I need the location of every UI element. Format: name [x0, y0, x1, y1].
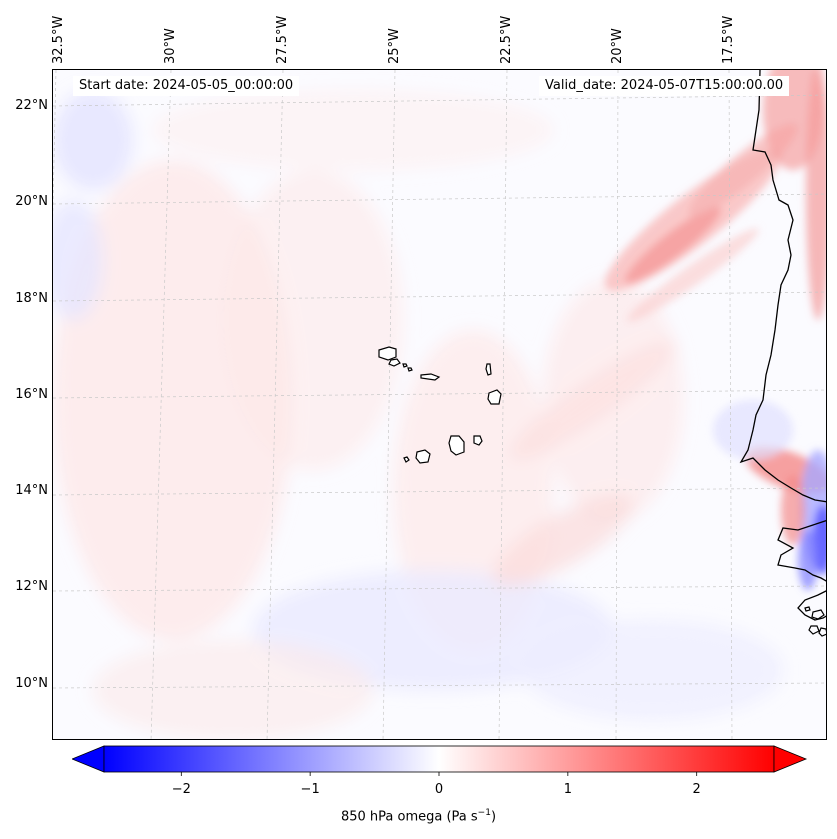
colorbar-title-suffix: )	[490, 809, 497, 825]
senegal-coast	[777, 519, 826, 582]
omega-field-shading	[53, 90, 783, 739]
graticule	[53, 70, 826, 739]
lon-label-20w: 20°W	[610, 28, 625, 64]
lon-label-25w: 25°W	[387, 28, 402, 64]
african-coastline	[739, 70, 826, 503]
guinea-bissau-coast	[797, 590, 826, 621]
map-panel[interactable]	[52, 69, 827, 740]
colorbar-title-exponent: −1	[477, 808, 491, 818]
lat-label-16n: 16°N	[15, 387, 48, 402]
colorbar-tick-label-minus1: −1	[300, 782, 320, 797]
cape-verde-islands	[378, 346, 502, 464]
lon-label-30w: 30°W	[163, 28, 178, 64]
start-date-label: Start date: 2024-05-05_00:00:00	[73, 76, 300, 96]
colorbar-tick-label-1: 1	[563, 782, 572, 797]
lon-label-22.5w: 22.5°W	[499, 15, 514, 64]
lon-label-17.5w: 17.5°W	[721, 15, 736, 64]
lat-label-22n: 22°N	[15, 98, 48, 113]
colorbar-tick-label-0: 0	[434, 782, 444, 797]
colorbar-extend-high	[773, 745, 808, 773]
omega-field-map	[53, 70, 826, 739]
valid-date-label: Valid_date: 2024-05-07T15:00:00.00	[539, 76, 790, 96]
colorbar-extend-low	[72, 745, 105, 773]
colorbar-tick-label-minus2: −2	[171, 782, 191, 797]
lat-label-20n: 20°N	[15, 194, 48, 209]
colorbar-tick-label-2: 2	[692, 782, 701, 797]
lon-label-32.5w: 32.5°W	[51, 15, 66, 64]
colorbar-body	[103, 745, 775, 773]
lat-label-10n: 10°N	[15, 676, 48, 691]
lat-label-12n: 12°N	[15, 579, 48, 594]
colorbar	[72, 745, 808, 776]
lat-label-18n: 18°N	[15, 291, 48, 306]
lat-label-14n: 14°N	[15, 483, 48, 498]
lon-label-27.5w: 27.5°W	[275, 15, 290, 64]
colorbar-title-text: 850 hPa omega (Pa s	[340, 809, 478, 825]
colorbar-title: 850 hPa omega (Pa s−1)	[0, 808, 837, 824]
bijagos-islands	[804, 606, 826, 637]
